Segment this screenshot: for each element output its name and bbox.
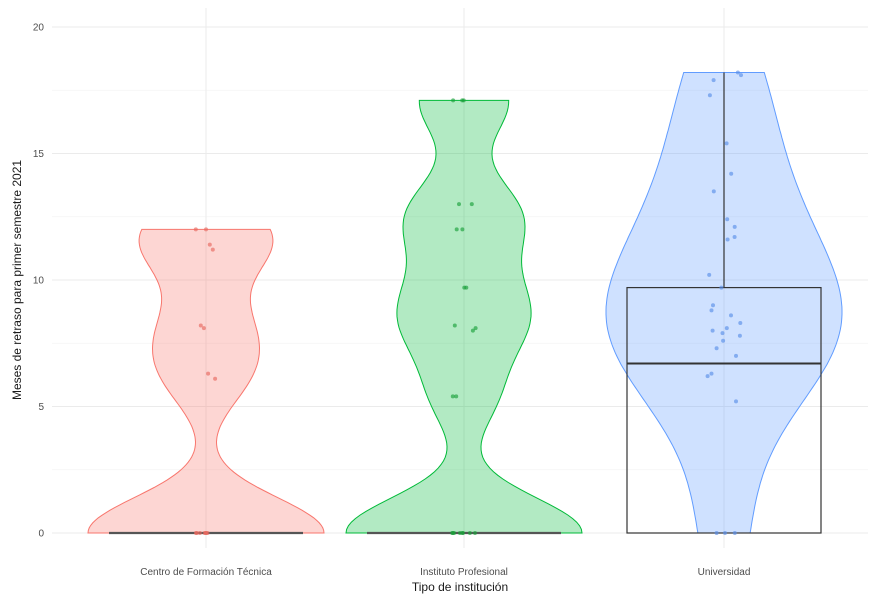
data-point [461,531,465,535]
data-point [735,70,740,75]
data-point [729,171,734,176]
data-point [206,371,211,376]
data-point [457,531,462,535]
data-point [473,326,478,331]
data-point [738,321,743,325]
data-point [210,247,215,252]
data-point [197,531,202,535]
x-tick-label: Universidad [698,567,751,578]
x-tick-label: Centro de Formación Técnica [140,567,272,578]
data-point [724,141,729,146]
data-point [464,285,469,290]
data-point [719,285,724,290]
data-point [729,313,733,318]
data-point [732,235,737,239]
data-point [732,531,737,535]
x-tick-label: Instituto Profesional [420,567,508,578]
violins [87,72,843,534]
data-point [460,98,465,103]
data-point [723,531,727,535]
jitter-points [193,70,743,535]
data-point [705,374,710,379]
y-tick-label: 5 [38,402,44,413]
data-point [470,328,475,333]
data-point [467,531,472,535]
data-point [707,93,712,98]
data-point [204,531,209,535]
data-point [737,333,742,338]
data-point [454,394,459,399]
data-point [193,227,198,232]
data-point [734,353,738,358]
data-point [454,227,459,232]
data-point [201,326,206,331]
data-point [710,328,715,333]
violin-1 [87,228,325,534]
data-point [734,399,738,404]
data-point [452,531,457,535]
y-tick-label: 20 [33,23,45,34]
data-point [725,217,730,222]
data-point [452,323,457,328]
data-point [711,189,716,194]
data-point [724,326,729,331]
data-point [193,531,198,535]
data-point [714,531,719,535]
data-point [720,331,725,336]
data-point [213,376,218,381]
data-point [711,78,716,83]
data-point [707,272,712,277]
data-point [198,323,203,328]
data-point [460,227,465,232]
y-tick-label: 0 [38,529,44,540]
data-point [451,98,456,103]
data-point [732,224,737,229]
violin-2 [345,99,583,534]
data-point [204,227,208,232]
data-point [469,202,474,207]
x-axis-ticks: Centro de Formación Técnica Instituto Pro… [140,567,750,578]
data-point [711,303,715,308]
data-point [725,237,730,242]
data-point [473,531,477,535]
y-tick-label: 15 [33,149,45,160]
violin-3 [605,72,843,534]
data-point [207,242,212,247]
data-point [709,371,714,376]
data-point [709,308,714,313]
data-point [457,202,461,207]
x-axis-title: Tipo de institución [412,580,508,594]
data-point [714,346,719,351]
data-point [721,338,726,343]
y-tick-label: 10 [33,276,45,287]
y-axis-title: Meses de retraso para primer semestre 20… [10,160,24,400]
data-point [450,394,455,399]
data-point [739,73,743,78]
y-axis-ticks: 0 5 10 15 20 [33,23,45,540]
